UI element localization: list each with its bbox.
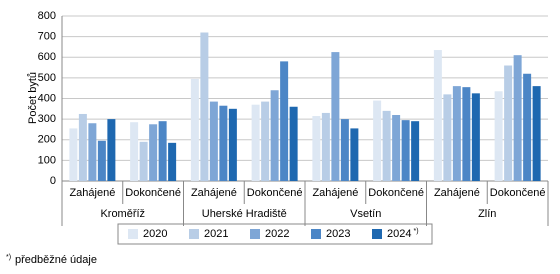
y-tick-label: 100 [38, 154, 56, 166]
bar [312, 116, 321, 181]
legend-swatch [189, 229, 199, 239]
bar [443, 94, 452, 181]
footnote-marker: *) [6, 254, 11, 261]
group-label: Uherské Hradiště [202, 208, 287, 220]
bar [504, 65, 513, 181]
bar [78, 113, 87, 181]
bar [209, 101, 218, 181]
bar [462, 87, 471, 181]
bar [392, 115, 401, 181]
y-tick-label: 600 [38, 51, 56, 63]
bar [97, 140, 106, 181]
bar [401, 120, 410, 181]
bar [261, 101, 270, 181]
bar [88, 123, 97, 181]
bar [190, 78, 199, 181]
bar [280, 61, 289, 181]
bar [411, 121, 420, 181]
x-tick-label: Dokončené [125, 187, 181, 199]
x-tick-label: Zahájené [69, 187, 115, 199]
legend-label: 2024 [387, 228, 411, 240]
bar [532, 86, 541, 181]
bar [350, 128, 359, 181]
bar [149, 124, 158, 181]
x-tick-label: Zahájené [434, 187, 480, 199]
legend-label: 2023 [326, 228, 350, 240]
legend-swatch [372, 229, 382, 239]
bar [251, 104, 260, 181]
y-axis-label: Počet bytů [27, 72, 39, 124]
bar [69, 128, 78, 181]
bar [331, 52, 340, 181]
group-label: Vsetín [350, 208, 381, 220]
bar [107, 119, 116, 181]
y-tick-label: 200 [38, 134, 56, 146]
legend-swatch [311, 229, 321, 239]
bar [452, 86, 461, 181]
x-tick-label: Dokončené [490, 187, 546, 199]
legend-label: 2022 [265, 228, 289, 240]
bar [340, 119, 349, 181]
footnote: předběžné údaje [15, 254, 97, 266]
bar [158, 121, 167, 181]
bar [219, 105, 228, 181]
bar [373, 100, 382, 181]
bar [471, 93, 480, 181]
y-tick-label: 0 [50, 175, 56, 187]
bar [494, 91, 503, 181]
bar [139, 141, 148, 181]
legend-note: *) [413, 228, 418, 235]
y-tick-label: 800 [38, 10, 56, 22]
y-tick-label: 700 [38, 31, 56, 43]
bar [513, 55, 522, 181]
x-tick-label: Dokončené [368, 187, 424, 199]
legend-swatch [128, 229, 138, 239]
legend-swatch [250, 229, 260, 239]
legend-label: 2020 [143, 228, 167, 240]
x-tick-label: Zahájené [191, 187, 237, 199]
bar [289, 106, 298, 181]
legend-label: 2021 [204, 228, 228, 240]
bar [382, 110, 391, 181]
bar [168, 142, 177, 181]
y-tick-label: 300 [38, 113, 56, 125]
bar [228, 108, 237, 181]
group-label: Kroměříž [100, 208, 145, 220]
x-tick-label: Zahájené [312, 187, 358, 199]
bar [130, 122, 139, 181]
bar [270, 90, 279, 181]
y-tick-label: 400 [38, 92, 56, 104]
bar [523, 73, 532, 181]
bar [200, 32, 209, 181]
x-tick-label: Dokončené [247, 187, 303, 199]
bar [433, 50, 442, 181]
group-label: Zlín [478, 208, 496, 220]
y-tick-label: 500 [38, 72, 56, 84]
bar [321, 112, 330, 181]
